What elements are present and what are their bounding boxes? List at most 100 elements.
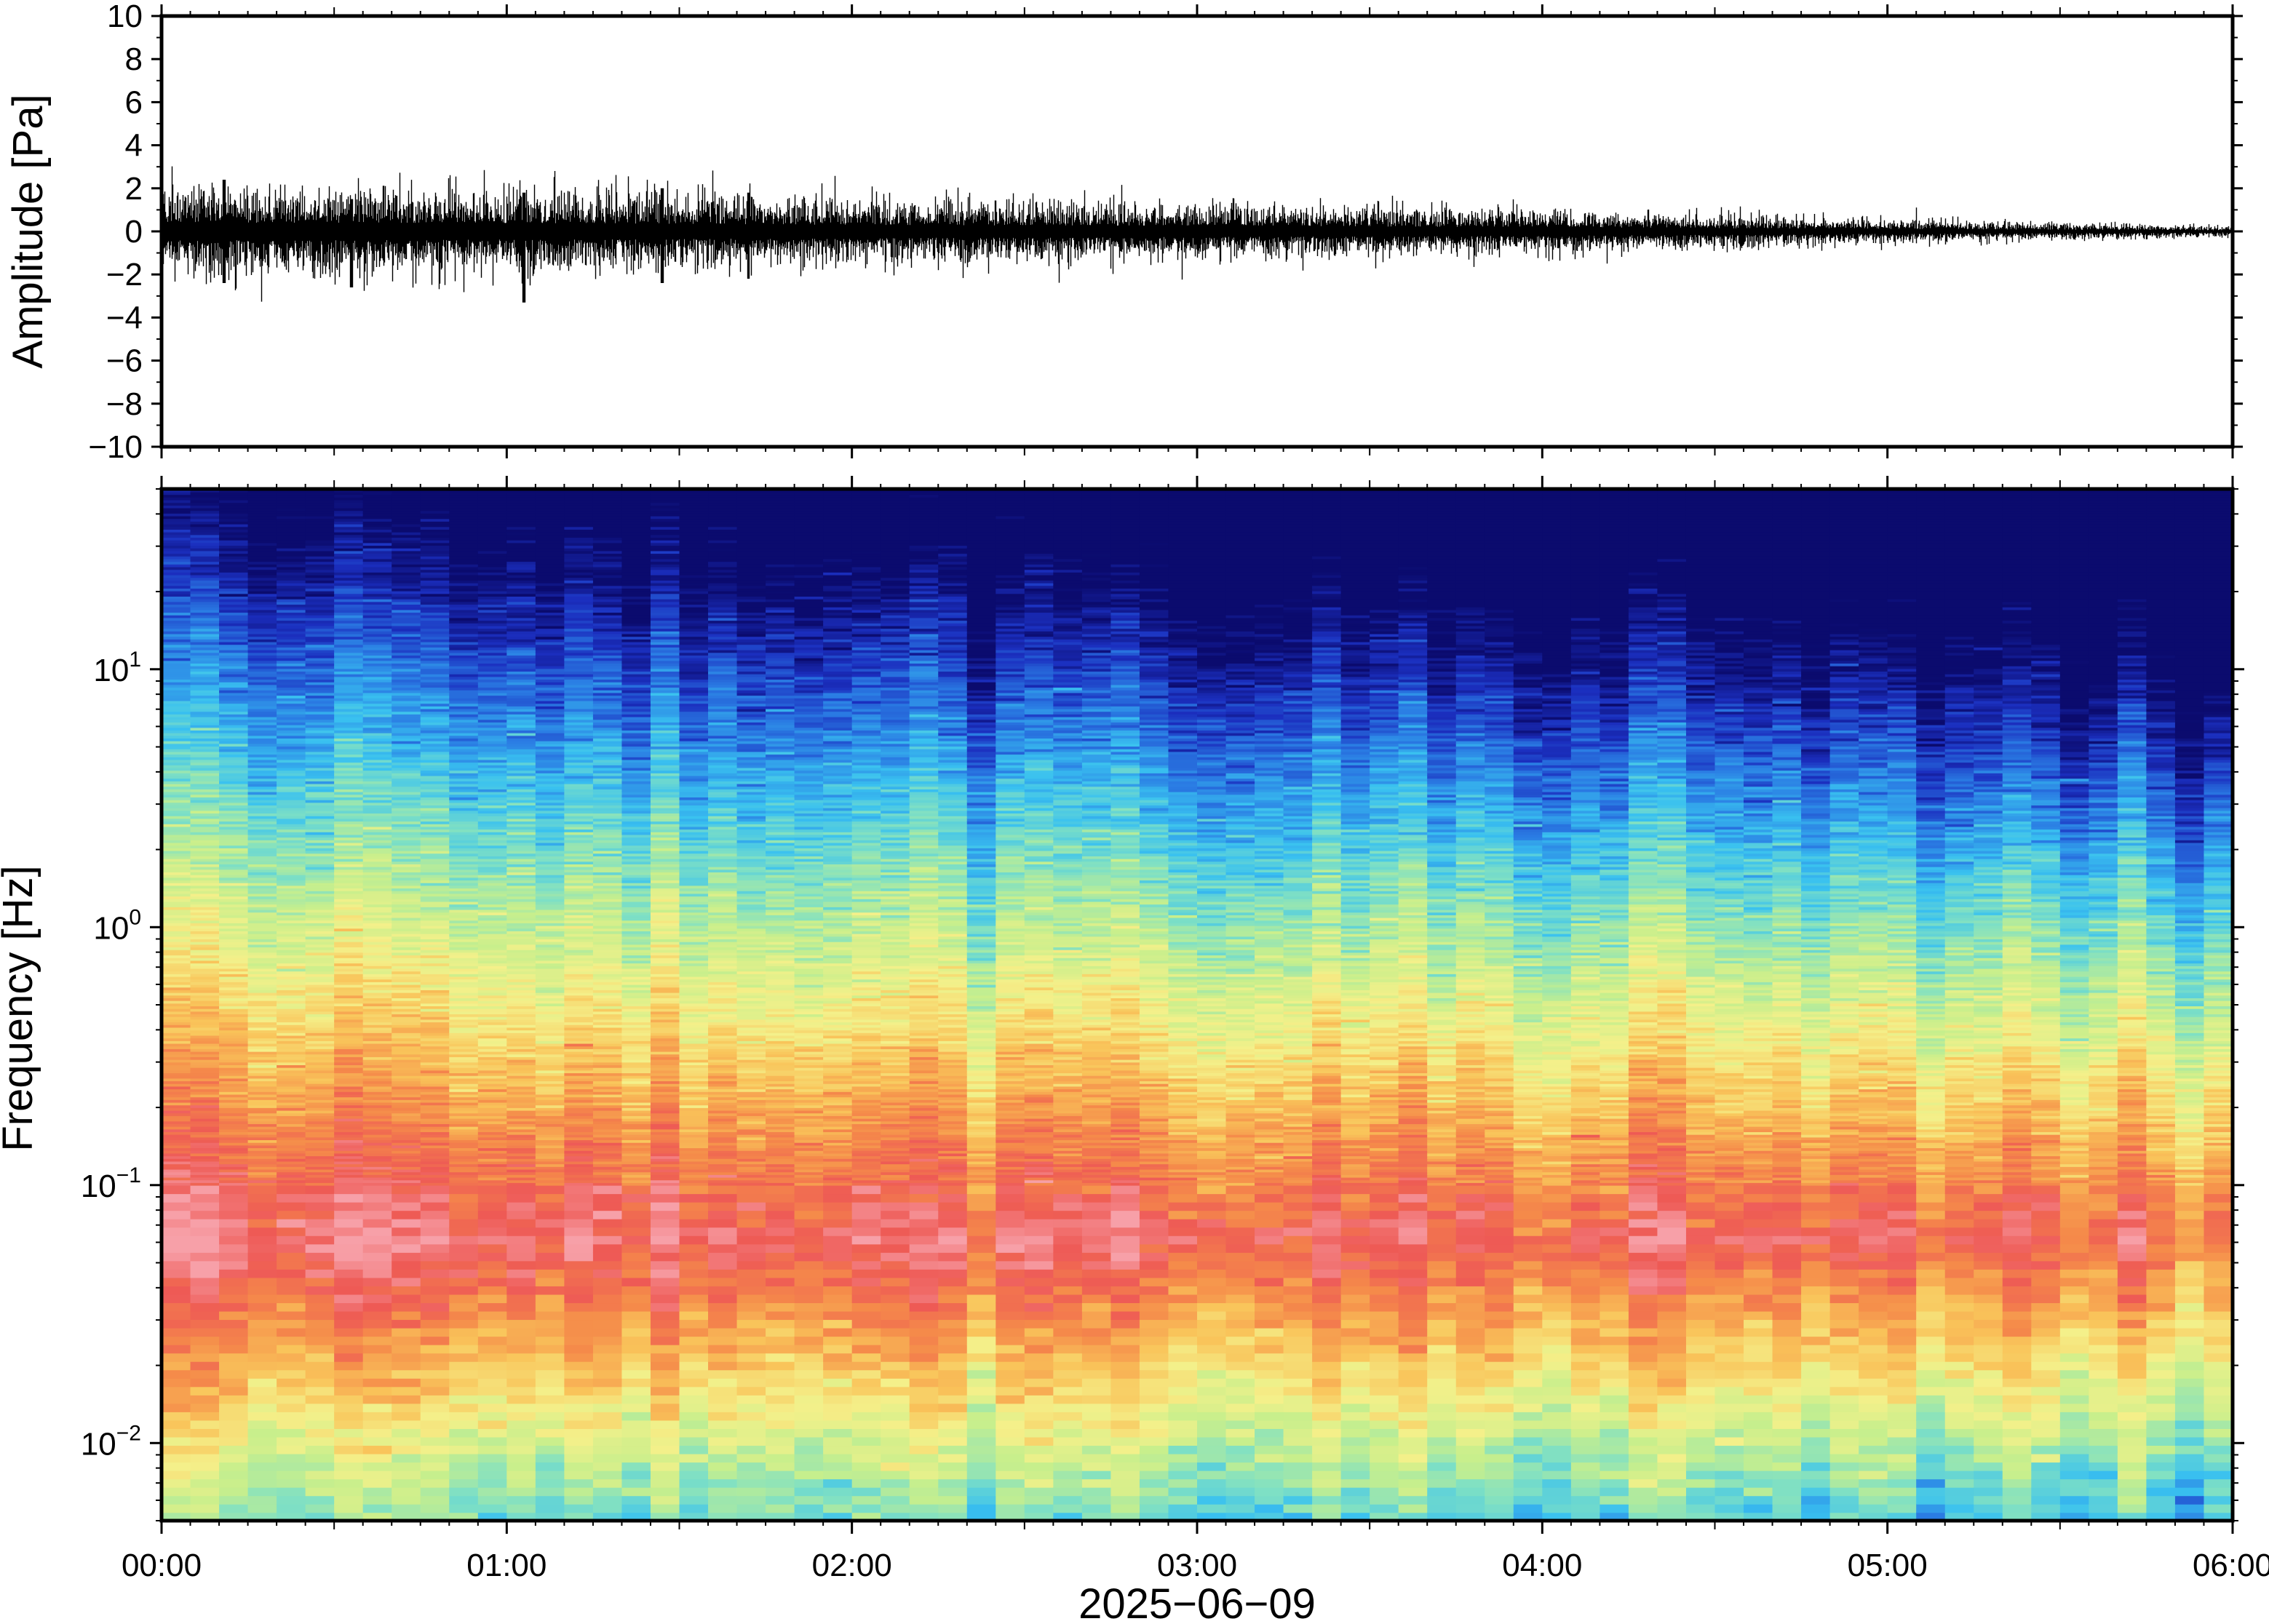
- spectrogram-cell: [564, 1387, 593, 1396]
- spectrogram-cell: [449, 1227, 478, 1235]
- spectrogram-cell: [334, 1235, 363, 1244]
- spectrogram-cell: [478, 1345, 507, 1353]
- spectrogram-cell: [478, 1278, 507, 1286]
- spectrogram-cell: [478, 1478, 507, 1487]
- spectrogram-cell: [478, 1252, 507, 1261]
- spectrogram-cell: [334, 1227, 363, 1235]
- spectrogram-cell: [191, 1395, 220, 1404]
- spectrogram-cell: [219, 1202, 248, 1211]
- spectrogram-cell: [392, 1294, 421, 1303]
- spectrogram-cell: [334, 1428, 363, 1437]
- spectrogram-cell: [162, 1227, 191, 1235]
- spectrogram-cell: [564, 1311, 593, 1320]
- amplitude-y-tick-label: −6: [106, 343, 143, 379]
- spectrogram-cell: [306, 1319, 335, 1328]
- spectrogram-cell: [449, 1345, 478, 1353]
- spectrogram-cell: [421, 1420, 450, 1429]
- spectrogram-cell: [593, 1261, 622, 1270]
- amplitude-y-tick-label: −8: [106, 386, 143, 422]
- spectrogram-cell: [478, 1261, 507, 1270]
- spectrogram-cell: [363, 1428, 392, 1437]
- spectrogram-cell: [593, 1193, 622, 1202]
- spectrogram-cell: [248, 1252, 277, 1261]
- spectrogram-cell: [363, 1302, 392, 1311]
- spectrogram-cell: [392, 1286, 421, 1294]
- spectrogram-cell: [162, 1294, 191, 1303]
- spectrogram-cell: [248, 1319, 277, 1328]
- amplitude-y-tick-label: 10: [107, 0, 143, 34]
- spectrogram-cell: [536, 1210, 565, 1219]
- spectrogram-cell: [536, 1395, 565, 1404]
- spectrogram-cell: [593, 1437, 622, 1446]
- spectrogram-cell: [593, 1278, 622, 1286]
- spectrogram-cell: [593, 1487, 622, 1496]
- spectrogram-cell: [219, 1294, 248, 1303]
- spectrogram-cell: [277, 1319, 306, 1328]
- spectrogram-cell: [191, 1252, 220, 1261]
- spectrogram-cell: [506, 1420, 536, 1429]
- spectrogram-cell: [421, 1412, 450, 1420]
- spectrogram-cell: [334, 1252, 363, 1261]
- spectrogram-cell: [162, 1235, 191, 1244]
- spectrogram-cell: [506, 1286, 536, 1294]
- spectrogram-cell: [162, 1495, 191, 1504]
- spectrogram-cell: [334, 1478, 363, 1487]
- spectrogram-cell: [478, 1420, 507, 1429]
- spectrogram-cell: [536, 1261, 565, 1270]
- spectrogram-cell: [306, 1412, 335, 1420]
- spectrogram-cell: [306, 1454, 335, 1462]
- spectrogram-cell: [564, 1286, 593, 1294]
- spectrogram-cell: [421, 1369, 450, 1378]
- spectrogram-cell: [536, 1445, 565, 1454]
- spectrogram-cell: [593, 1244, 622, 1253]
- spectrogram-cell: [506, 1445, 536, 1454]
- spectrogram-cell: [421, 1353, 450, 1361]
- spectrogram-cell: [564, 1328, 593, 1337]
- spectrogram-cell: [248, 1428, 277, 1437]
- spectrogram-cell: [593, 1269, 622, 1278]
- spectrogram-cell: [363, 1219, 392, 1227]
- spectrogram-cell: [593, 1311, 622, 1320]
- spectrogram-cell: [536, 1302, 565, 1311]
- spectrogram-cell: [363, 1319, 392, 1328]
- spectrogram-cell: [219, 1286, 248, 1294]
- spectrogram-cell: [506, 1504, 536, 1513]
- spectrogram-cell: [449, 1294, 478, 1303]
- spectrogram-cell: [593, 1252, 622, 1261]
- spectrogram-cell: [593, 1202, 622, 1211]
- spectrogram-cell: [219, 1269, 248, 1278]
- spectrogram-cell: [421, 1210, 450, 1219]
- spectrogram-cell: [449, 1478, 478, 1487]
- spectrogram-cell: [248, 1278, 277, 1286]
- spectrogram-cell: [449, 1387, 478, 1396]
- spectrogram-cell: [191, 1261, 220, 1270]
- spectrogram-cell: [277, 1294, 306, 1303]
- spectrogram-cell: [277, 1378, 306, 1387]
- spectrogram-cell: [478, 1387, 507, 1396]
- spectrogram-cell: [421, 1328, 450, 1337]
- spectrogram-cell: [536, 1252, 565, 1261]
- spectrogram-cell: [334, 1193, 363, 1202]
- spectrogram-cell: [191, 1302, 220, 1311]
- spectrogram-cell: [334, 1495, 363, 1504]
- spectrogram-cell: [191, 1336, 220, 1345]
- spectrogram-cell: [277, 1361, 306, 1370]
- spectrogram-cell: [593, 1361, 622, 1370]
- spectrogram-cell: [421, 1244, 450, 1253]
- spectrogram-cell: [536, 1269, 565, 1278]
- amplitude-y-tick-label: −4: [106, 300, 143, 335]
- spectrogram-cell: [478, 1462, 507, 1470]
- spectrogram-cell: [363, 1202, 392, 1211]
- spectrogram-cell: [191, 1369, 220, 1378]
- spectrogram-cell: [564, 1470, 593, 1479]
- spectrogram-cell: [593, 1185, 622, 1194]
- spectrogram-cell: [392, 1235, 421, 1244]
- spectrogram-cell: [564, 1361, 593, 1370]
- spectrogram-cell: [392, 1302, 421, 1311]
- spectrogram-cell: [449, 1504, 478, 1513]
- spectrogram-cell: [478, 1353, 507, 1361]
- spectrogram-cell: [478, 1495, 507, 1504]
- spectrogram-cell: [162, 1278, 191, 1286]
- spectrogram-cell: [449, 1487, 478, 1496]
- spectrogram-cell: [334, 1185, 363, 1194]
